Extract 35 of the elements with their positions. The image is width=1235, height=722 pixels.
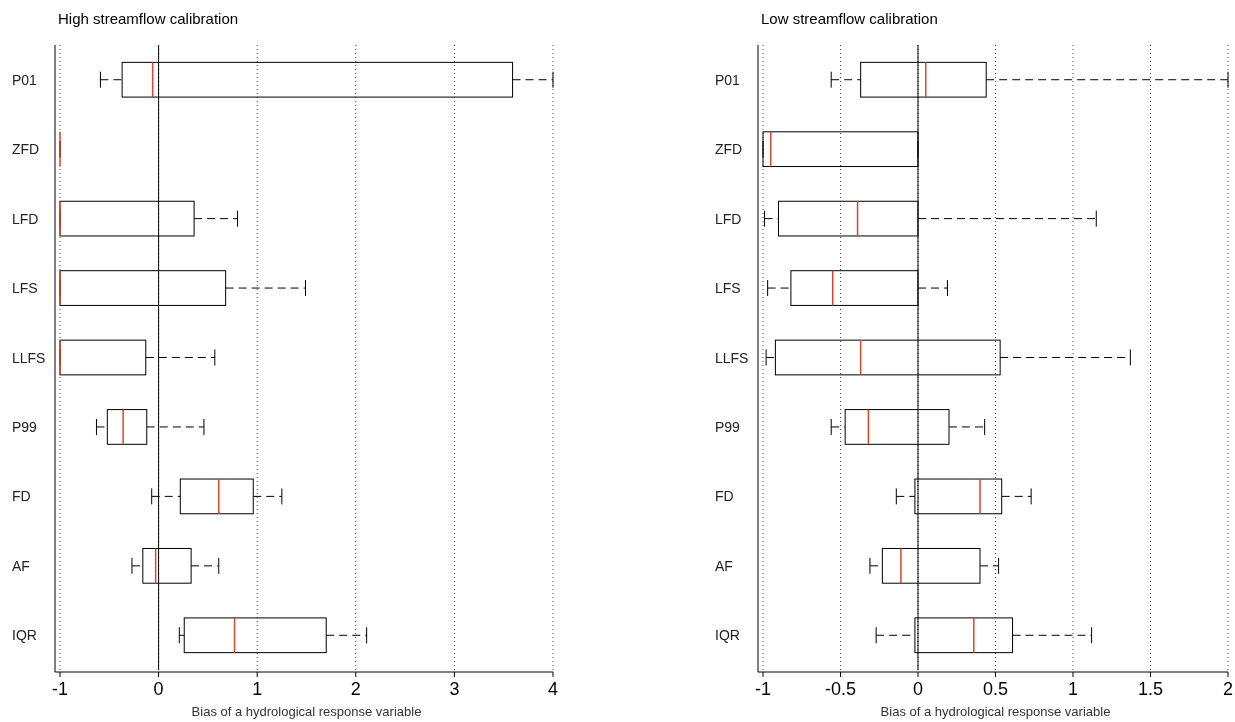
x-axis-title: Bias of a hydrological response variable xyxy=(880,704,1111,719)
y-tick-label: AF xyxy=(12,557,30,574)
y-tick-label: IQR xyxy=(12,627,37,644)
x-tick-label: 0 xyxy=(153,679,164,699)
x-tick-label: 3 xyxy=(449,679,460,699)
y-tick-label: P01 xyxy=(715,71,741,88)
y-tick-label: IQR xyxy=(715,627,740,644)
x-tick-label: 1.5 xyxy=(1137,679,1164,699)
y-tick-label: P99 xyxy=(12,418,38,435)
y-tick-label: FD xyxy=(12,488,31,505)
y-tick-label: LFD xyxy=(715,210,742,227)
y-tick-label: LFD xyxy=(12,210,39,227)
x-tick-label: 1 xyxy=(1067,679,1079,699)
x-tick-label: 2 xyxy=(1222,679,1234,699)
x-axis-title: Bias of a hydrological response variable xyxy=(191,704,422,719)
x-tick-label: 4 xyxy=(547,679,559,699)
x-tick-label: 1 xyxy=(252,679,263,699)
y-tick-label: FD xyxy=(715,488,734,505)
x-tick-label: 0 xyxy=(912,679,924,699)
y-tick-label: LLFS xyxy=(715,349,749,366)
x-tick-label: 0.5 xyxy=(982,679,1009,699)
chart-title: High streamflow calibration xyxy=(58,10,239,27)
y-tick-label: LFS xyxy=(715,280,741,297)
x-tick-label: 2 xyxy=(350,679,361,699)
y-tick-label: P01 xyxy=(12,71,38,88)
x-tick-label: -0.5 xyxy=(824,679,857,699)
x-tick-label: -1 xyxy=(754,679,772,699)
y-tick-label: LFS xyxy=(12,280,38,297)
chart-title: Low streamflow calibration xyxy=(761,10,938,27)
x-tick-label: -1 xyxy=(51,679,69,699)
y-tick-label: P99 xyxy=(715,418,741,435)
y-tick-label: ZFD xyxy=(715,141,743,158)
y-tick-label: LLFS xyxy=(12,349,46,366)
y-tick-label: ZFD xyxy=(12,141,40,158)
y-tick-label: AF xyxy=(715,557,733,574)
